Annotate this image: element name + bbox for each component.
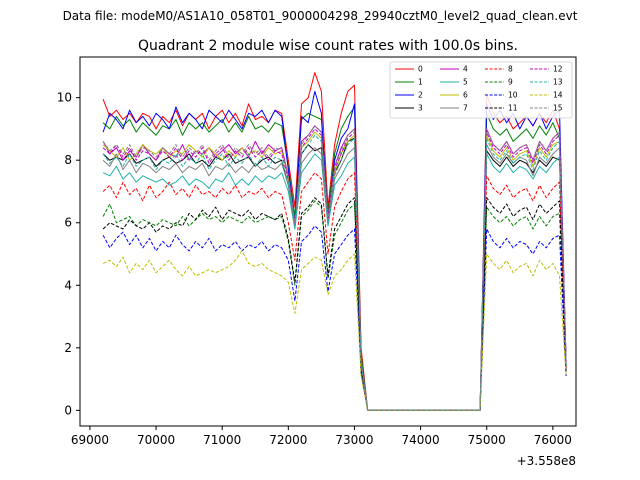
series-line-12 xyxy=(102,128,567,411)
legend-label-8: 8 xyxy=(508,65,513,74)
legend-label-5: 5 xyxy=(463,78,468,87)
legend-label-2: 2 xyxy=(418,91,423,100)
y-tick-label: 0 xyxy=(64,403,72,417)
series-line-1 xyxy=(102,106,567,411)
series-line-13 xyxy=(102,134,567,411)
legend-label-3: 3 xyxy=(418,104,423,113)
series-line-11 xyxy=(102,197,567,411)
y-tick-label: 2 xyxy=(64,341,72,355)
y-tick-label: 8 xyxy=(64,153,72,167)
legend-label-11: 11 xyxy=(508,104,518,113)
x-tick-label: 76000 xyxy=(534,433,572,447)
legend-label-6: 6 xyxy=(463,91,468,100)
x-tick-label: 70000 xyxy=(137,433,175,447)
x-axis: 69000 70000 71000 72000 73000 74000 75000 76000 xyxy=(71,426,572,447)
y-tick-label: 10 xyxy=(57,91,72,105)
series-line-10 xyxy=(102,225,567,411)
series-line-5 xyxy=(102,153,567,411)
legend-label-12: 12 xyxy=(553,65,563,74)
legend-label-9: 9 xyxy=(508,78,513,87)
y-tick-label: 6 xyxy=(64,216,72,230)
series-layer xyxy=(102,72,567,411)
legend-label-15: 15 xyxy=(553,104,563,113)
legend-label-10: 10 xyxy=(508,91,518,100)
data-file-label: Data file: modeM0/AS1A10_058T01_90000042… xyxy=(63,9,578,23)
x-tick-label: 72000 xyxy=(269,433,307,447)
x-tick-label: 75000 xyxy=(468,433,506,447)
x-tick-label: 69000 xyxy=(71,433,109,447)
series-line-9 xyxy=(102,200,567,411)
x-tick-label: 73000 xyxy=(335,433,373,447)
y-tick-label: 4 xyxy=(64,278,72,292)
legend-label-13: 13 xyxy=(553,78,563,87)
series-line-15 xyxy=(102,125,567,411)
legend-label-1: 1 xyxy=(418,78,423,87)
x-tick-label: 71000 xyxy=(203,433,241,447)
y-axis: 0 2 4 6 8 10 xyxy=(57,91,80,417)
legend-box xyxy=(389,61,573,119)
legend-label-14: 14 xyxy=(553,91,563,100)
x-tick-label: 74000 xyxy=(401,433,439,447)
legend-label-7: 7 xyxy=(463,104,468,113)
legend-label-0: 0 xyxy=(418,65,423,74)
series-line-14 xyxy=(102,250,567,411)
x-offset-label: +3.558e8 xyxy=(517,454,576,468)
chart-title: Quadrant 2 module wise count rates with … xyxy=(138,38,518,54)
series-line-8 xyxy=(102,172,567,411)
plot-area xyxy=(79,56,577,427)
legend-label-4: 4 xyxy=(463,65,468,74)
plot-frame xyxy=(79,56,577,427)
